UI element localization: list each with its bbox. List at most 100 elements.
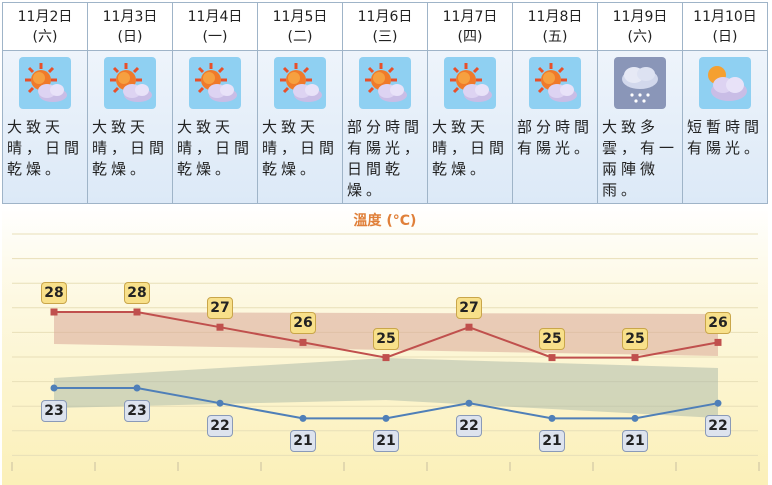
max-temp-point [548,354,556,362]
day-weekday: (六) [32,29,58,45]
day-header: 11月5日 (二) [258,3,342,51]
min-temp-label: 23 [41,400,67,422]
chart-title: 溫度 (°C) [353,213,417,229]
sunny-periods-icon [104,57,156,109]
day-weekday: (一) [202,29,228,45]
min-temp-point [465,399,473,407]
sunny-periods-icon [274,57,326,109]
day-header: 11月10日 (日) [683,3,767,51]
day-description: 部分時間有陽光，日間乾燥。 [347,118,424,199]
max-temp-label: 26 [705,312,731,335]
max-temp-point [631,354,639,362]
day-header: 11月8日 (五) [513,3,597,51]
day-description: 部分時間有陽光。 [517,118,594,157]
max-temp-point [299,338,307,346]
day-header: 11月6日 (三) [343,3,427,51]
day-body: 短暫時間有陽光。 [683,51,767,203]
max-temp-point [714,338,722,346]
day-body: 部分時間有陽光。 [513,51,597,203]
day-date: 11月7日 [442,9,498,25]
day-description: 大致天晴，日間乾燥。 [262,118,339,178]
day-weekday: (二) [287,29,313,45]
min-temp-point [548,414,556,422]
max-temp-label: 27 [456,297,482,320]
day-header: 11月9日 (六) [598,3,682,51]
day-column: 11月3日 (日) 大致天晴，日間乾燥。 [88,3,173,203]
day-date: 11月2日 [17,9,73,25]
day-header: 11月4日 (一) [173,3,257,51]
max-temp-label: 27 [207,297,233,320]
min-temp-label: 21 [290,430,316,453]
min-temp-point [299,414,307,422]
sunny-periods-icon [529,57,581,109]
cloudy-sunny-icon [699,57,751,109]
day-column: 11月5日 (二) 大致天晴，日間乾燥。 [258,3,343,203]
sunny-periods-icon [444,57,496,109]
day-column: 11月8日 (五) 部分時間有陽光。 [513,3,598,203]
min-temp-label: 21 [622,430,648,453]
day-body: 大致天晴，日間乾燥。 [258,51,342,203]
day-header: 11月3日 (日) [88,3,172,51]
max-temp-label: 25 [539,327,565,350]
max-temp-point [216,323,224,331]
day-description: 大致天晴，日間乾燥。 [177,118,254,178]
max-temp-label: 28 [41,282,67,304]
max-temp-label: 28 [124,282,150,304]
min-temp-point [50,384,58,392]
day-header: 11月7日 (四) [428,3,512,51]
day-weekday: (六) [627,29,653,45]
day-column: 11月4日 (一) 大致天晴，日間乾燥。 [173,3,258,203]
min-temp-label: 21 [539,430,565,453]
day-description: 大致天晴，日間乾燥。 [7,118,84,178]
min-temp-label: 22 [456,415,482,438]
day-description: 大致天晴，日間乾燥。 [92,118,169,178]
day-body: 大致天晴，日間乾燥。 [88,51,172,203]
max-temp-point [133,308,141,316]
temperature-chart: 溫度 (°C) 28 28 27 26 25 27 25 25 26 23 23 22 21 21 22 21… [2,206,768,485]
min-temp-label: 23 [124,400,150,422]
day-column: 11月7日 (四) 大致天晴，日間乾燥。 [428,3,513,203]
day-date: 11月8日 [527,9,583,25]
day-date: 11月3日 [102,9,158,25]
day-date: 11月4日 [187,9,243,25]
day-header: 11月2日 (六) [3,3,87,51]
min-temp-point [382,414,390,422]
day-date: 11月6日 [357,9,413,25]
day-body: 部分時間有陽光，日間乾燥。 [343,51,427,203]
max-temp-point [50,308,58,316]
min-temp-point [133,384,141,392]
day-date: 11月5日 [272,9,328,25]
day-weekday: (三) [372,29,398,45]
day-description: 大致多雲，有一兩陣微雨。 [602,118,679,199]
day-weekday: (五) [542,29,568,45]
day-column: 11月9日 (六) 大致多雲，有一兩陣微雨。 [598,3,683,203]
forecast-table: 11月2日 (六) 大致天晴，日間乾燥。 11月3日 (日) [2,2,768,204]
day-date: 11月9日 [612,9,668,25]
day-body: 大致多雲，有一兩陣微雨。 [598,51,682,203]
max-temp-label: 25 [373,327,399,350]
day-column: 11月2日 (六) 大致天晴，日間乾燥。 [3,3,88,203]
min-temp-label: 22 [207,415,233,438]
day-description: 大致天晴，日間乾燥。 [432,118,509,178]
day-body: 大致天晴，日間乾燥。 [173,51,257,203]
min-temp-label: 22 [705,415,731,438]
day-body: 大致天晴，日間乾燥。 [428,51,512,203]
sunny-periods-icon [359,57,411,109]
max-temp-label: 25 [622,327,648,350]
min-temp-label: 21 [373,430,399,453]
day-weekday: (日) [117,29,143,45]
day-column: 11月6日 (三) 部分時間有陽光，日間乾燥。 [343,3,428,203]
day-weekday: (日) [712,29,738,45]
day-body: 大致天晴，日間乾燥。 [3,51,87,203]
day-column: 11月10日 (日) 短暫時間有陽光。 [683,3,767,203]
day-description: 短暫時間有陽光。 [687,118,764,157]
day-weekday: (四) [457,29,483,45]
day-date: 11月10日 [693,9,757,25]
min-temp-point [216,399,224,407]
min-temp-point [631,414,639,422]
sunny-periods-icon [19,57,71,109]
cloudy-drizzle-icon [614,57,666,109]
max-temp-point [382,354,390,362]
max-temp-label: 26 [290,312,316,335]
max-temp-point [465,323,473,331]
